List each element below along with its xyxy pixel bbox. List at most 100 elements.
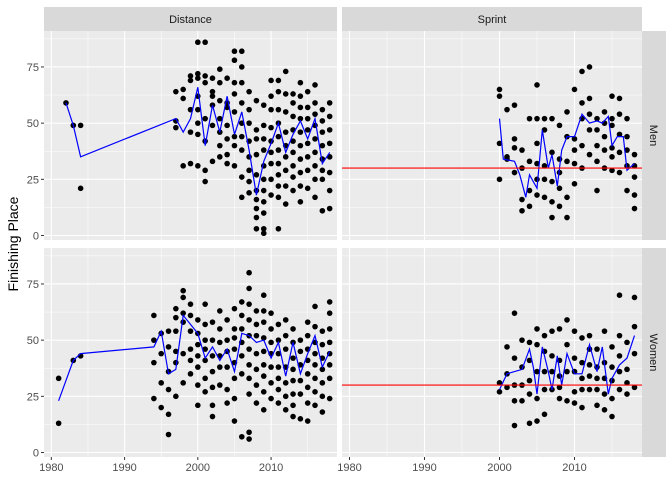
data-point [609, 154, 615, 160]
strip-label-distance: Distance [169, 14, 212, 26]
data-point [253, 332, 260, 339]
data-point [268, 339, 274, 346]
data-point [534, 176, 540, 183]
data-point [246, 362, 252, 368]
data-point [312, 100, 318, 106]
data-point [268, 149, 274, 156]
data-point [609, 344, 615, 350]
data-point [319, 207, 326, 214]
data-point [564, 194, 570, 201]
data-point [571, 181, 578, 187]
data-point [165, 411, 172, 418]
strip-distance [44, 7, 337, 31]
data-point [586, 64, 593, 70]
data-point [231, 57, 238, 64]
data-point [224, 151, 230, 158]
data-point [246, 436, 252, 442]
data-point [571, 328, 578, 334]
data-point [180, 287, 186, 294]
data-point [202, 39, 208, 46]
data-point [246, 106, 252, 113]
panel-sprint-men [342, 31, 642, 240]
data-point [246, 120, 252, 126]
data-point [231, 142, 238, 149]
data-point [556, 395, 563, 402]
data-point [297, 156, 304, 162]
data-point [217, 79, 223, 86]
y-tick-label: 50 [27, 335, 39, 347]
data-point [187, 129, 194, 135]
data-point [202, 375, 208, 382]
data-point [275, 364, 282, 370]
data-point [624, 147, 630, 153]
data-point [238, 312, 245, 319]
data-point [195, 70, 201, 77]
data-point [312, 303, 318, 310]
data-point [217, 154, 223, 160]
data-point [260, 348, 267, 355]
data-point [534, 341, 540, 348]
data-point [253, 151, 260, 158]
data-point [609, 167, 615, 174]
data-point [275, 194, 282, 201]
data-point [217, 115, 223, 122]
data-point [260, 335, 267, 341]
data-point [297, 79, 304, 86]
data-point [260, 373, 267, 379]
data-point [290, 100, 296, 106]
data-point [297, 377, 304, 384]
data-point [209, 384, 216, 391]
data-point [260, 225, 267, 232]
data-point [579, 386, 585, 393]
data-point [282, 407, 289, 413]
data-point [601, 391, 608, 397]
data-point [624, 366, 630, 373]
data-point [282, 332, 289, 339]
y-tick-label: 0 [33, 448, 39, 460]
data-point [158, 380, 164, 386]
data-point [187, 312, 194, 319]
data-point [165, 386, 172, 393]
data-point [260, 198, 267, 205]
data-point [609, 93, 615, 99]
data-point [541, 332, 548, 339]
data-point [496, 140, 503, 147]
data-point [246, 375, 252, 382]
data-point [549, 198, 555, 205]
data-point [268, 160, 274, 167]
data-point [180, 319, 186, 325]
data-point [268, 395, 274, 402]
data-point [275, 183, 282, 189]
data-point [231, 133, 238, 140]
data-point [312, 149, 318, 156]
data-point [202, 321, 208, 328]
data-point [260, 136, 267, 142]
data-point [238, 48, 245, 55]
data-point [224, 400, 230, 406]
data-point [290, 326, 296, 332]
data-point [326, 113, 333, 120]
data-point [631, 384, 638, 391]
data-point [246, 285, 252, 292]
data-point [268, 380, 274, 386]
data-point [297, 415, 304, 422]
data-point [253, 214, 260, 221]
data-point [519, 207, 525, 214]
y-axis-title: Finishing Place [5, 196, 21, 291]
data-point [195, 382, 201, 388]
data-point [304, 371, 311, 377]
data-point [319, 393, 326, 400]
y-tick-label: 25 [27, 391, 39, 403]
data-point [187, 371, 194, 377]
data-point [282, 129, 289, 135]
data-point [534, 82, 540, 88]
data-point [209, 402, 216, 409]
data-point [187, 301, 194, 307]
data-point [534, 368, 540, 375]
data-point [282, 91, 289, 97]
data-point [304, 400, 311, 406]
data-point [594, 402, 600, 409]
data-point [275, 400, 282, 406]
data-point [253, 350, 260, 357]
data-point [326, 140, 333, 147]
